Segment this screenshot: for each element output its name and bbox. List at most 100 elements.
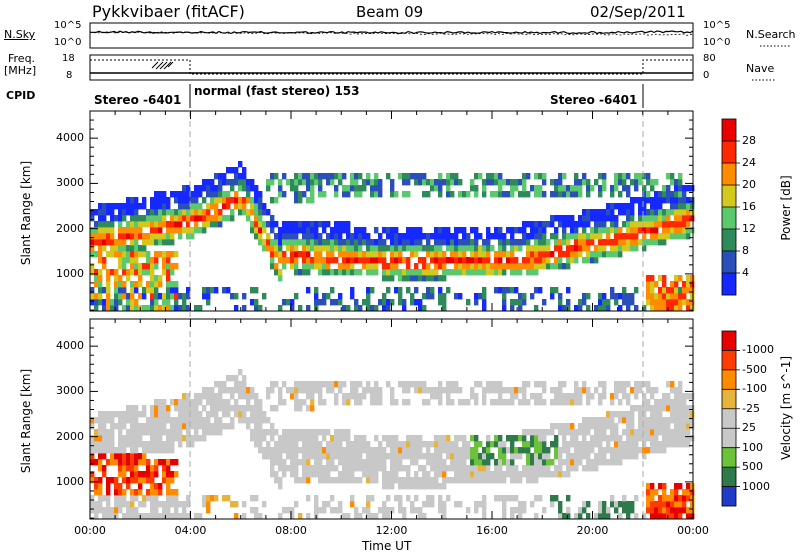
velocity-cell: [438, 447, 443, 454]
power-cell: [398, 269, 403, 276]
power-cell: [554, 215, 559, 222]
power-cell: [242, 203, 247, 210]
velocity-cell: [670, 513, 675, 520]
power-cell: [246, 185, 251, 192]
power-cell: [342, 305, 347, 312]
velocity-cell: [130, 471, 135, 478]
power-cell: [110, 215, 115, 222]
velocity-cell: [314, 429, 319, 436]
velocity-cell: [658, 429, 663, 436]
power-cell: [546, 221, 551, 228]
velocity-cell: [434, 393, 439, 400]
velocity-cell: [614, 411, 619, 418]
power-cell: [422, 191, 427, 198]
power-cell: [286, 245, 291, 252]
velocity-cell: [210, 495, 215, 502]
power-cell: [630, 233, 635, 240]
velocity-cell: [142, 501, 147, 508]
power-cell: [214, 287, 219, 294]
velocity-cell: [254, 513, 259, 520]
power-cell: [154, 305, 159, 312]
power-cell: [382, 275, 387, 282]
velocity-cell: [366, 501, 371, 508]
power-cell: [114, 203, 119, 210]
velocity-cell: [638, 447, 643, 454]
power-cell: [254, 185, 259, 192]
velocity-cell: [382, 513, 387, 520]
power-cell: [110, 251, 115, 258]
power-cell: [162, 239, 167, 246]
velocity-cell: [486, 435, 491, 442]
velocity-cell: [418, 381, 423, 388]
power-cell: [258, 197, 263, 204]
velocity-cell: [182, 417, 187, 424]
velocity-cell: [122, 423, 127, 430]
velocity-cell: [166, 429, 171, 436]
power-cell: [294, 245, 299, 252]
velocity-cell: [626, 435, 631, 442]
velocity-cell: [482, 477, 487, 484]
velocity-cell: [542, 399, 547, 406]
power-cell: [510, 191, 515, 198]
power-cell: [614, 299, 619, 306]
power-cell: [674, 203, 679, 210]
power-cell: [262, 227, 267, 234]
power-cell: [598, 251, 603, 258]
velocity-cell: [206, 399, 211, 406]
power-cell: [614, 215, 619, 222]
power-cell: [218, 197, 223, 204]
power-cell: [610, 221, 615, 228]
velocity-cell: [126, 465, 131, 472]
power-cell: [474, 269, 479, 276]
power-cell: [658, 203, 663, 210]
velocity-cell: [450, 447, 455, 454]
velocity-cell: [318, 465, 323, 472]
velocity-cell: [510, 459, 515, 466]
velocity-cell: [426, 477, 431, 484]
power-cell: [670, 281, 675, 288]
velocity-cell: [562, 459, 567, 466]
velocity-cell: [654, 405, 659, 412]
velocity-cell: [158, 405, 163, 412]
velocity-cell: [102, 441, 107, 448]
power-cell: [462, 269, 467, 276]
velocity-cell: [526, 441, 531, 448]
power-cell: [354, 173, 359, 180]
velocity-cell: [618, 513, 623, 520]
velocity-cell: [578, 429, 583, 436]
power-cell: [182, 185, 187, 192]
power-cell: [274, 263, 279, 270]
power-cell: [538, 233, 543, 240]
velocity-cell: [330, 381, 335, 388]
power-cell: [158, 197, 163, 204]
power-cell: [626, 239, 631, 246]
x-tick-label: 20:00: [576, 524, 609, 537]
velocity-cell: [198, 393, 203, 400]
power-cell: [138, 227, 143, 234]
power-cell: [274, 269, 279, 276]
velocity-cell: [502, 459, 507, 466]
velocity-cell: [362, 393, 367, 400]
velocity-cell: [142, 423, 147, 430]
power-cell: [362, 233, 367, 240]
power-cell: [294, 173, 299, 180]
power-cell: [366, 305, 371, 312]
power-ylabel: Slant Range [km]: [19, 160, 33, 266]
velocity-cell: [646, 381, 651, 388]
power-cell: [90, 299, 95, 306]
power-cell: [134, 281, 139, 288]
velocity-cell: [338, 387, 343, 394]
velocity-cell: [158, 489, 163, 496]
velocity-cell: [386, 381, 391, 388]
velocity-cell: [310, 435, 315, 442]
velocity-cell: [442, 483, 447, 490]
power-cell: [374, 239, 379, 246]
power-cell: [130, 287, 135, 294]
velocity-cell: [610, 453, 615, 460]
velocity-cell: [410, 459, 415, 466]
velocity-cell: [410, 453, 415, 460]
velocity-cell: [582, 465, 587, 472]
velocity-cell: [182, 411, 187, 418]
velocity-cell: [134, 495, 139, 502]
power-cell: [90, 215, 95, 222]
